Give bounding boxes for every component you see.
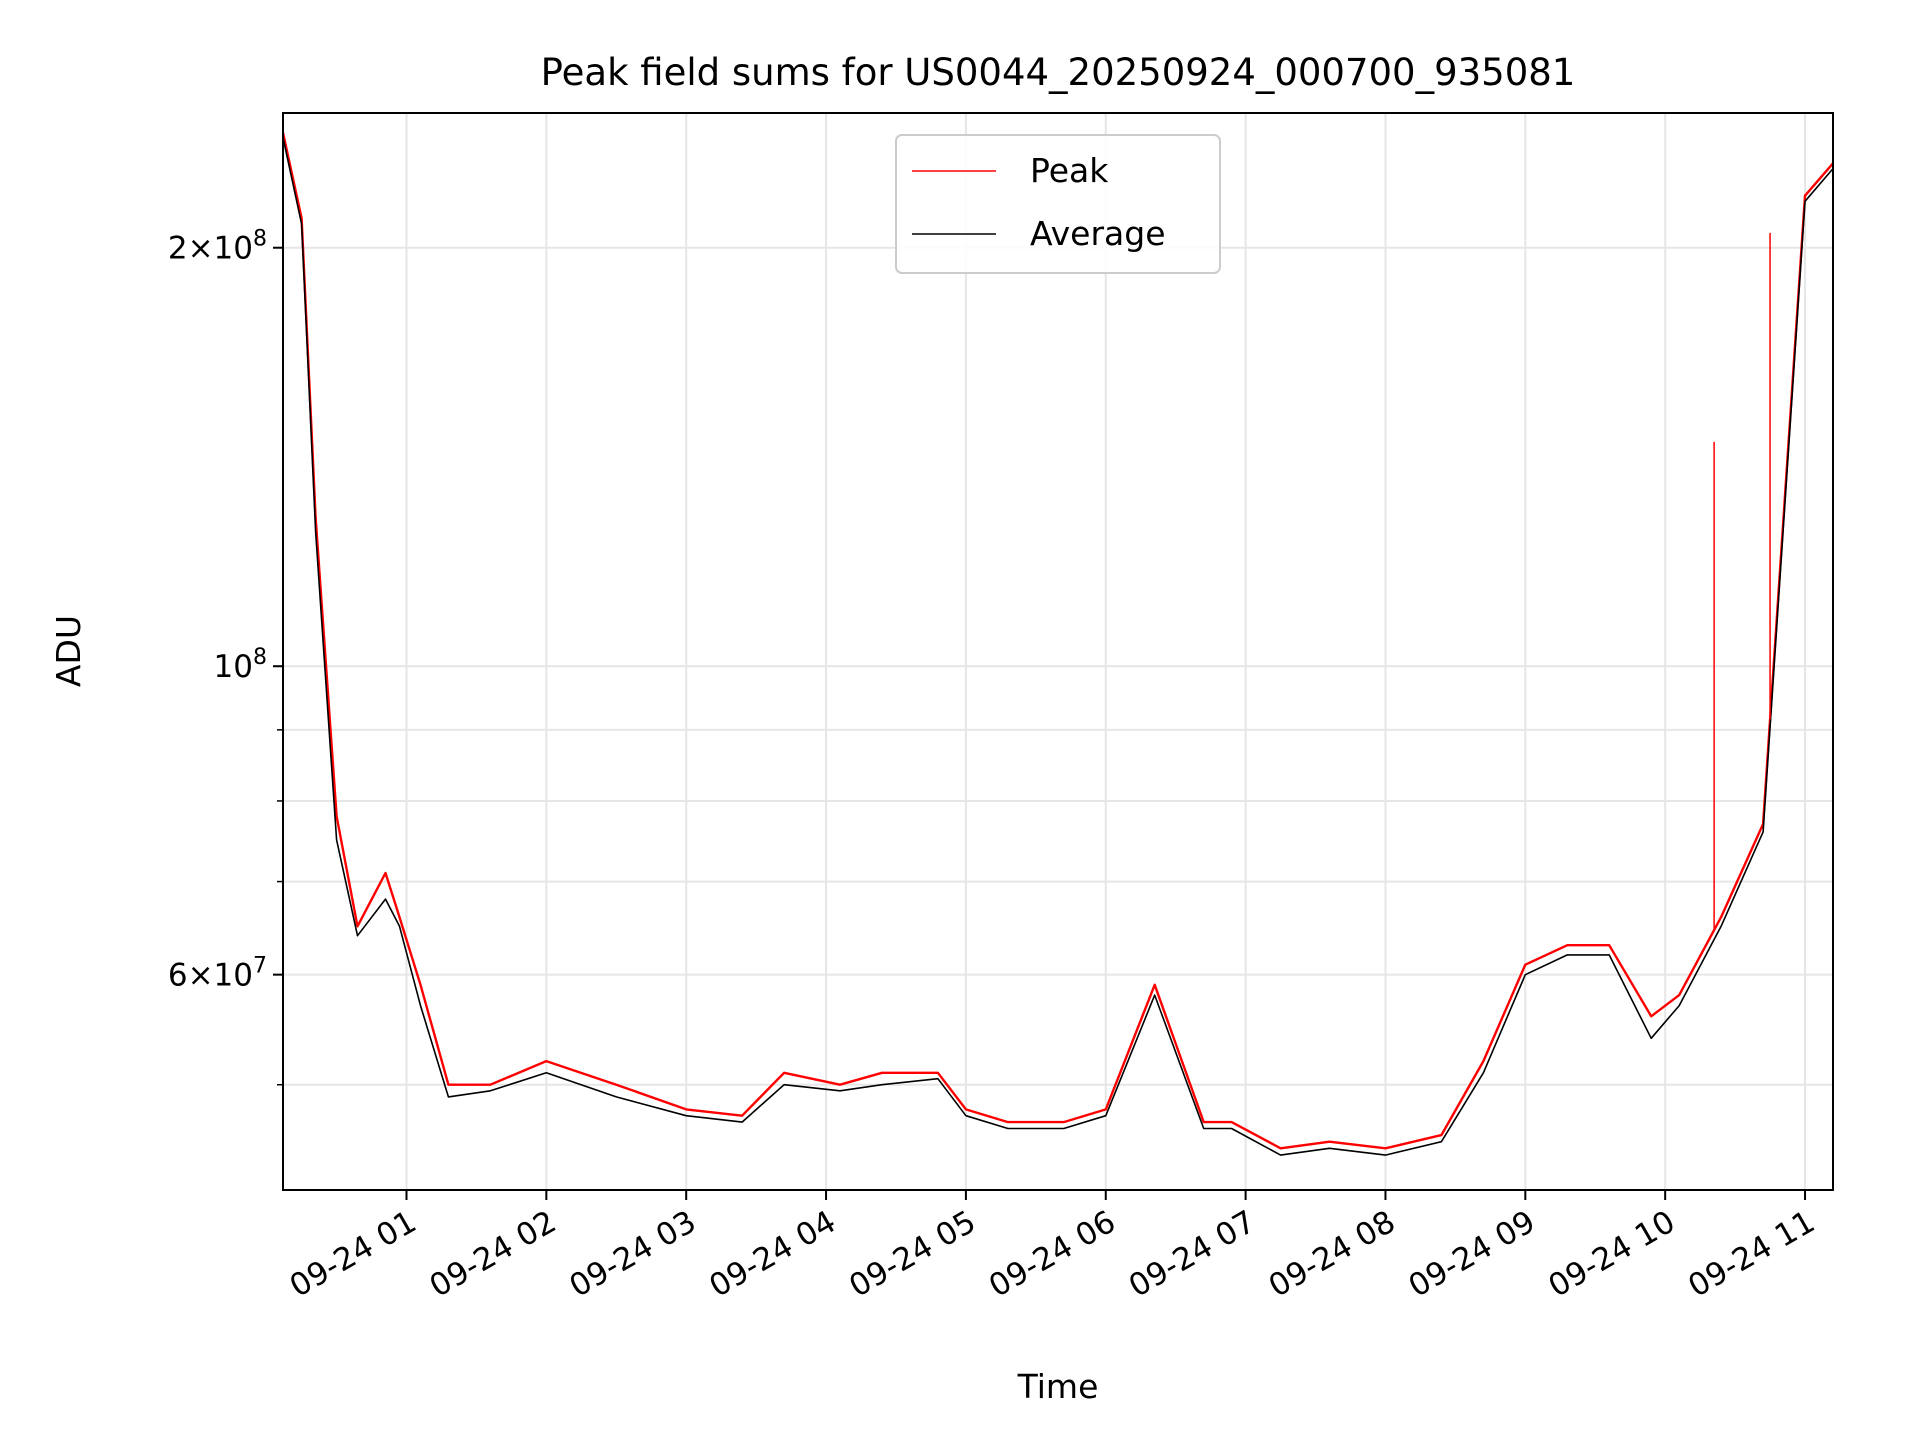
series-average-line	[282, 137, 1834, 1156]
grid-lines	[283, 113, 1833, 1190]
y-axis-label: ADU	[49, 615, 88, 687]
series-peak-line	[281, 132, 1834, 1150]
chart-title: Peak field sums for US0044_20250924_0007…	[541, 51, 1576, 94]
y-tick-label: 6×107	[168, 954, 267, 994]
legend: Peak Average	[895, 134, 1221, 274]
legend-average-label: Average	[1030, 214, 1166, 253]
x-axis-label: Time	[1017, 1367, 1099, 1406]
legend-box	[895, 134, 1221, 274]
series-layer	[281, 132, 1834, 1156]
y-tick-label: 2×108	[168, 227, 267, 267]
y-tick-label: 108	[214, 645, 267, 685]
legend-peak-label: Peak	[1030, 151, 1109, 190]
plot-frame	[282, 112, 1834, 1191]
y-axis-ticks: 2×108 108 6×107	[168, 227, 283, 1086]
